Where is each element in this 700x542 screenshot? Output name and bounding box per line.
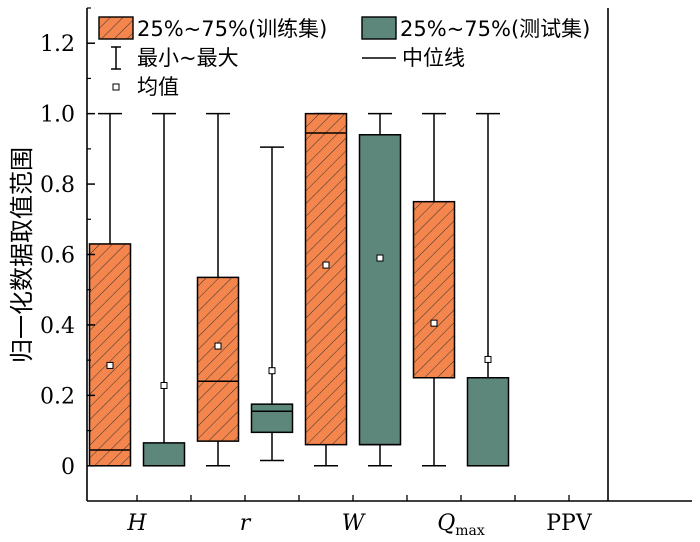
legend-swatch-train: [98, 16, 134, 40]
legend-swatch-test: [361, 16, 397, 40]
box-W-test: [358, 112, 402, 467]
x-category-label: r: [240, 511, 252, 536]
mean-marker: [214, 342, 222, 350]
y-tick-label: 0.6: [40, 244, 75, 269]
legend-swatch-mean: [112, 83, 120, 91]
box-Qmax-test: [466, 112, 510, 467]
box-iqr: [304, 112, 348, 446]
x-category-label: PPV: [546, 511, 593, 536]
box-r-train: [196, 112, 240, 467]
mean-marker: [376, 254, 384, 262]
box-iqr: [196, 276, 240, 442]
box-iqr: [250, 403, 294, 434]
x-category-label: W: [342, 511, 367, 536]
y-tick-label: 0.2: [40, 384, 75, 409]
axes-layer: 0 0.2 0.4 0.6 0.8 1.0 1.2 H r W Qmax PPV 归一化数据取值范围: [8, 7, 692, 539]
box-iqr: [358, 134, 402, 446]
y-tick-label: 0.4: [40, 314, 75, 339]
box-H-test: [142, 112, 186, 467]
y-axis-label: 归一化数据取值范围: [8, 147, 36, 363]
mean-marker: [106, 361, 114, 369]
mean-marker: [160, 381, 168, 389]
legend-label-mean: 均值: [137, 75, 179, 99]
mean-marker: [484, 355, 492, 363]
box-iqr: [88, 243, 132, 467]
y-tick-label: 0.8: [40, 173, 75, 198]
legend-label-train: 25%~75%(训练集): [137, 17, 327, 41]
box-iqr: [142, 442, 186, 467]
x-category-label: Qmax: [437, 511, 485, 539]
box-Qmax-train: [412, 112, 456, 467]
legend-label-test: 25%~75%(测试集): [400, 17, 590, 41]
legend-label-median: 中位线: [402, 46, 465, 70]
legend-label-whisker: 最小~最大: [137, 46, 239, 70]
mean-marker: [268, 367, 276, 375]
y-tick-label: 0: [61, 455, 75, 480]
mean-marker: [430, 319, 438, 327]
boxes-layer: [88, 112, 510, 467]
mean-marker: [322, 261, 330, 269]
box-W-train: [304, 112, 348, 467]
legend-swatch-whisker: [111, 46, 121, 70]
box-r-test: [250, 146, 294, 462]
y-tick-label: 1.2: [40, 32, 75, 57]
x-category-label: H: [126, 511, 147, 536]
box-iqr: [466, 377, 510, 467]
box-H-train: [88, 112, 132, 467]
box-iqr: [412, 200, 456, 379]
y-tick-label: 1.0: [40, 103, 75, 128]
